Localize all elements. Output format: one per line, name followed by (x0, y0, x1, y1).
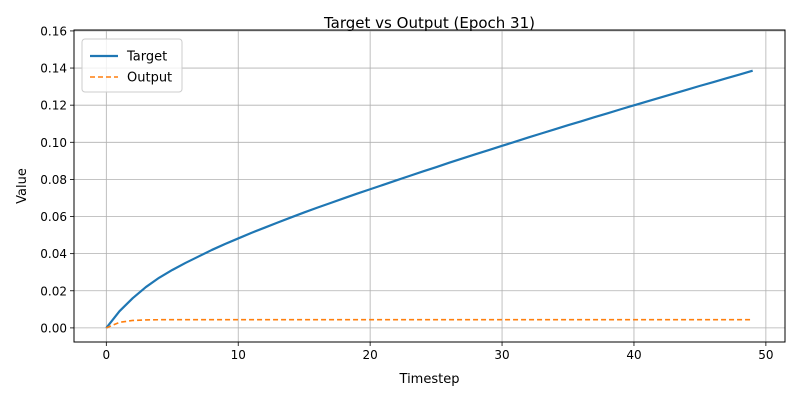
legend-box (81, 38, 183, 93)
y-tick-label: 0.02 (40, 284, 67, 298)
legend: Target Output (81, 38, 183, 93)
y-tick-label: 0.06 (40, 210, 67, 224)
x-axis-label: Timestep (399, 372, 460, 387)
y-tick-label: 0.00 (40, 321, 67, 335)
y-tick-label: 0.04 (40, 247, 67, 261)
x-tick-label: 50 (758, 348, 773, 362)
series-line-output (106, 318, 753, 329)
y-axis: 0.00 0.02 0.04 0.06 0.08 0.10 0.12 0.14 0.16 (40, 24, 74, 335)
series-line-target (105, 69, 753, 329)
grid-lines (74, 30, 785, 342)
x-tick-label: 40 (626, 348, 641, 362)
y-tick-label: 0.14 (40, 62, 67, 76)
y-tick-label: 0.08 (40, 173, 67, 187)
legend-target-label: Target (126, 50, 167, 65)
y-tick-label: 0.16 (40, 24, 67, 38)
y-tick-label: 0.12 (40, 99, 67, 113)
y-tick-label: 0.10 (40, 136, 67, 150)
x-tick-label: 0 (102, 348, 110, 362)
x-tick-label: 10 (231, 348, 246, 362)
x-axis: 0 10 20 30 40 50 (102, 342, 774, 362)
series-layer (105, 69, 753, 329)
chart-title: Target vs Output (Epoch 31) (323, 14, 535, 32)
legend-output-label: Output (127, 71, 172, 86)
plot-frame (73, 29, 786, 343)
x-tick-label: 30 (494, 348, 509, 362)
x-tick-label: 20 (362, 348, 377, 362)
plot-area (74, 30, 785, 342)
y-axis-label: Value (15, 168, 30, 204)
